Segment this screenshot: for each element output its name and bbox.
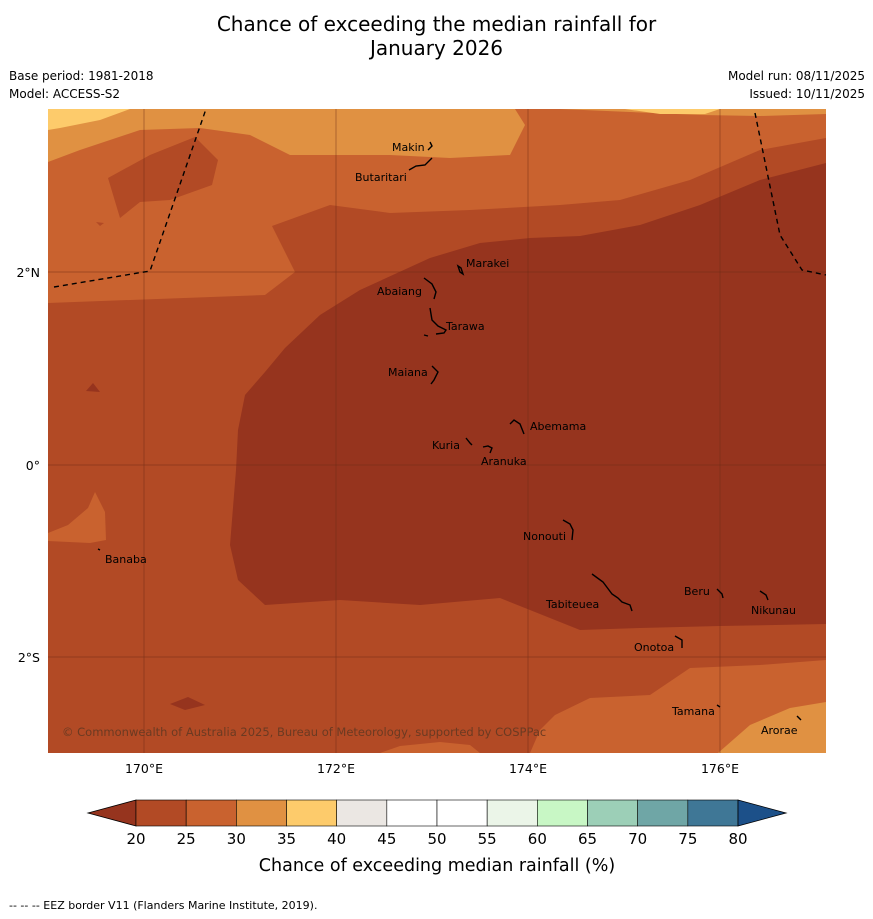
colorbar-swatch	[386, 799, 438, 827]
model-name: Model: ACCESS-S2	[9, 87, 121, 101]
x-tick-176e: 176°E	[701, 761, 739, 776]
colorbar-tick-label: 20	[126, 830, 145, 848]
title-line-1: Chance of exceeding the median rainfall …	[216, 12, 657, 36]
colorbar-tick-label: 80	[728, 830, 747, 848]
colorbar-tick-label: 65	[578, 830, 597, 848]
colorbar: 20 25 30 35 40 45 50 55 60 65 70 75 80	[86, 799, 788, 848]
colorbar-swatch	[436, 799, 488, 827]
eez-border	[53, 109, 826, 288]
label-banaba: Banaba	[105, 553, 147, 566]
label-nikunau: Nikunau	[751, 604, 796, 617]
colorbar-tick-label: 30	[227, 830, 246, 848]
label-aranuka: Aranuka	[481, 455, 527, 468]
band-30-35-north	[48, 109, 826, 303]
x-tick-174e: 174°E	[509, 761, 547, 776]
label-maiana: Maiana	[388, 366, 428, 379]
band-35-40-south	[718, 702, 826, 753]
label-onotoa: Onotoa	[634, 641, 674, 654]
band-30-35-west	[48, 492, 106, 543]
colorbar-swatch	[236, 799, 287, 827]
gridlines	[48, 109, 826, 753]
label-kuria: Kuria	[432, 439, 460, 452]
colorbar-swatch	[637, 799, 689, 827]
colorbar-swatch	[185, 799, 237, 827]
label-tabiteuea: Tabiteuea	[545, 598, 599, 611]
label-beru: Beru	[684, 585, 710, 598]
label-abaiang: Abaiang	[377, 285, 422, 298]
y-tick-2s: 2°S	[18, 650, 40, 665]
issued-date: Issued: 10/11/2025	[749, 87, 865, 101]
footnote: -- -- -- EEZ border V11 (Flanders Marine…	[9, 899, 318, 912]
colorbar-swatch	[135, 799, 187, 827]
colorbar-tick-label: 75	[678, 830, 697, 848]
colorbar-label: Chance of exceeding median rainfall (%)	[259, 856, 615, 876]
meta-left: Base period: 1981-2018 Model: ACCESS-S2	[9, 67, 154, 103]
colorbar-swatch	[486, 799, 538, 827]
model-run: Model run: 08/11/2025	[727, 69, 865, 83]
colorbar-swatch	[286, 799, 337, 827]
band-35-40-north	[48, 109, 826, 162]
x-tick-170e: 170°E	[125, 761, 163, 776]
colorbar-swatch	[336, 799, 388, 827]
label-arorae: Arorae	[761, 724, 798, 737]
label-marakei: Marakei	[466, 257, 509, 270]
label-abemama: Abemama	[530, 420, 586, 433]
band-20-25-speck-south	[170, 697, 205, 710]
colorbar-swatch	[687, 799, 739, 827]
colorbar-tick-label: 60	[528, 830, 547, 848]
colorbar-tick-label: 45	[377, 830, 396, 848]
label-nonouti: Nonouti	[523, 530, 566, 543]
label-butaritari: Butaritari	[355, 171, 407, 184]
band-20-25-core	[230, 163, 826, 630]
label-makin: Makin	[392, 141, 425, 154]
band-20-25-speck-west	[86, 383, 100, 392]
island-labels: Makin Butaritari Marakei Abaiang Tarawa …	[105, 141, 798, 737]
colorbar-tick-label: 70	[628, 830, 647, 848]
rainfall-map: Makin Butaritari Marakei Abaiang Tarawa …	[48, 109, 826, 753]
colorbar-swatch	[537, 799, 588, 827]
label-tamana: Tamana	[671, 705, 715, 718]
meta-right: Model run: 08/11/2025 Issued: 10/11/2025	[728, 67, 865, 103]
band-25-30-north-speck	[96, 222, 104, 226]
colorbar-tick-label: 25	[177, 830, 196, 848]
x-tick-172e: 172°E	[317, 761, 355, 776]
copyright-text: © Commonwealth of Australia 2025, Bureau…	[62, 725, 546, 739]
colorbar-over-arrow	[737, 799, 788, 827]
y-tick-2n: 2°N	[16, 265, 40, 280]
band-40-45-corner	[48, 109, 130, 130]
colorbar-swatch	[587, 799, 638, 827]
band-25-30-north-patch	[108, 137, 218, 218]
colorbar-tick-label: 40	[327, 830, 346, 848]
base-period: Base period: 1981-2018	[9, 69, 154, 83]
island-outlines	[97, 141, 802, 721]
label-tarawa: Tarawa	[445, 320, 485, 333]
colorbar-tick-label: 50	[427, 830, 446, 848]
title-line-2: January 2026	[369, 36, 504, 60]
colorbar-tick-label: 35	[277, 830, 296, 848]
axis-ticks: 170°E 172°E 174°E 176°E 2°N 0° 2°S	[16, 265, 739, 776]
band-40-45-north	[625, 109, 720, 114]
colorbar-under-arrow	[86, 799, 137, 827]
map-title: Chance of exceeding the median rainfall …	[0, 12, 873, 60]
band-30-35-southwest	[380, 742, 480, 753]
colorbar-tick-label: 55	[478, 830, 497, 848]
y-tick-0: 0°	[26, 458, 40, 473]
